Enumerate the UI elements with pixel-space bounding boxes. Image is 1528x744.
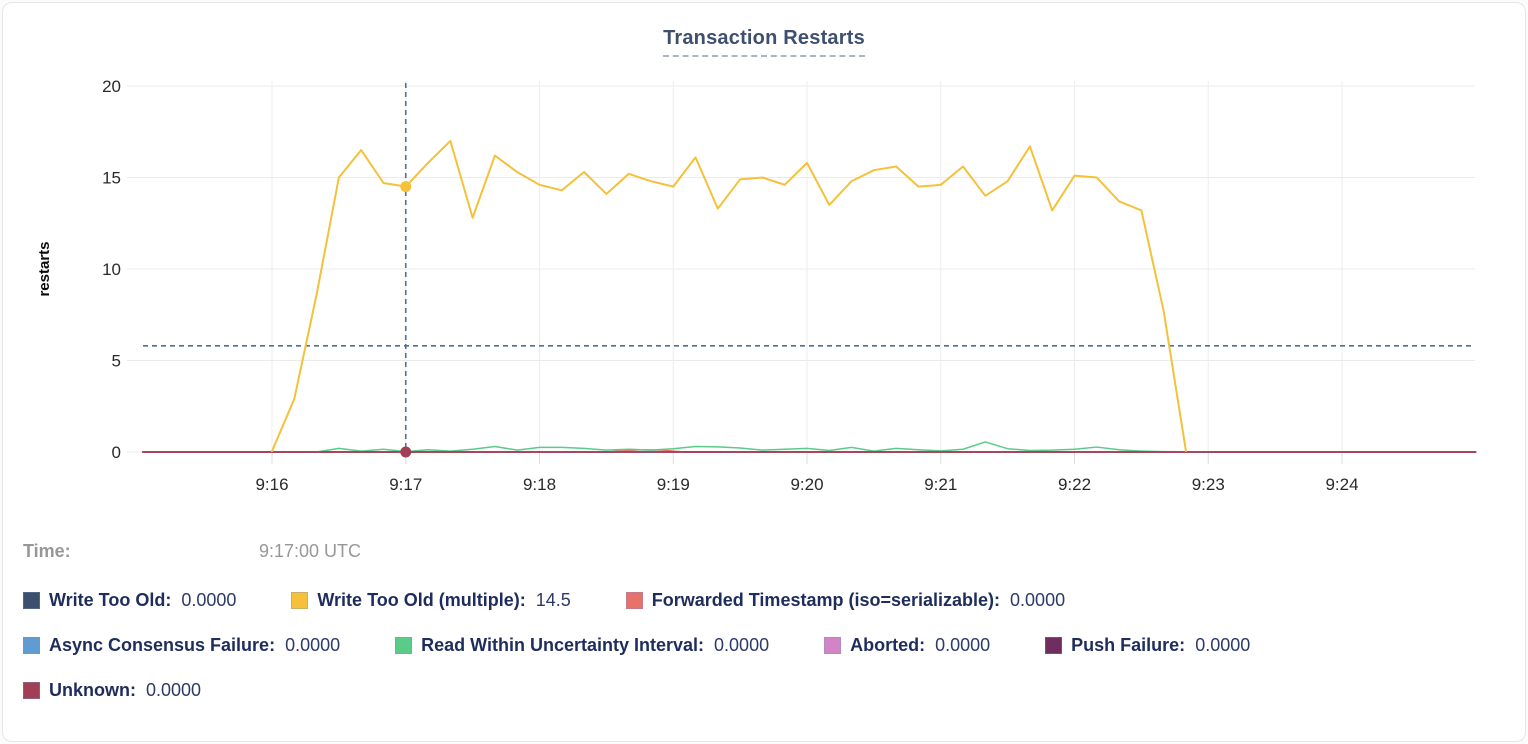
- hover-point-unknown: [400, 446, 412, 458]
- legend-item: Push Failure: 0.0000: [1045, 634, 1250, 656]
- legend-value: 0.0000: [181, 590, 237, 610]
- x-tick-label: 9:21: [924, 475, 957, 494]
- legend-label: Unknown:: [49, 680, 136, 700]
- y-tick-label: 15: [102, 169, 121, 188]
- hover-point-write-too-old-multiple-: [400, 181, 412, 193]
- legend-swatch: [291, 591, 309, 609]
- x-tick-label: 9:16: [255, 475, 288, 494]
- legend-row: Write Too Old: 0.0000 Write Too Old (multi…: [23, 589, 1511, 611]
- legend-swatch: [395, 636, 413, 654]
- chart-title-wrap: Transaction Restarts: [3, 27, 1525, 57]
- y-tick-label: 0: [112, 443, 121, 462]
- series-line-write-too-old-multiple-: [271, 139, 1187, 453]
- legend-value: 0.0000: [1195, 635, 1251, 655]
- x-tick-label: 9:23: [1192, 475, 1225, 494]
- series-line-read-within-uncertainty-interval: [315, 441, 1209, 453]
- legend-value: 14.5: [535, 590, 571, 610]
- time-label: Time:: [23, 541, 71, 561]
- chart-title[interactable]: Transaction Restarts: [663, 27, 865, 57]
- legend-label: Push Failure:: [1071, 635, 1186, 655]
- x-tick-label: 9:24: [1325, 475, 1358, 494]
- legend-label: Forwarded Timestamp (iso=serializable):: [651, 590, 1001, 610]
- legend-swatch: [1045, 636, 1063, 654]
- legend-item: Write Too Old (multiple): 14.5: [291, 589, 571, 611]
- legend-item: Write Too Old: 0.0000: [23, 589, 236, 611]
- x-tick-label: 9:17: [389, 475, 422, 494]
- hover-time-row: Time: 9:17:00 UTC: [23, 541, 361, 562]
- legend-label: Async Consensus Failure:: [49, 635, 276, 655]
- legend-value: 0.0000: [714, 635, 770, 655]
- legend-item: Forwarded Timestamp (iso=serializable): 0…: [625, 589, 1066, 611]
- chart-legend: Write Too Old: 0.0000 Write Too Old (multi…: [23, 589, 1511, 701]
- transaction-restarts-chart[interactable]: 0 5 10 15 20 9:16 9:17 9:18 9:19 9:20 9:21 9:22 9:23…: [3, 3, 1528, 523]
- legend-value: 0.0000: [935, 635, 991, 655]
- legend-label: Write Too Old (multiple):: [317, 590, 526, 610]
- x-tick-label: 9:19: [657, 475, 690, 494]
- y-tick-label: 5: [112, 352, 121, 371]
- time-value: 9:17:00 UTC: [259, 541, 362, 561]
- legend-item: Async Consensus Failure: 0.0000: [23, 634, 340, 656]
- legend-swatch: [23, 591, 40, 609]
- legend-label: Read Within Uncertainty Interval:: [421, 635, 705, 655]
- x-tick-label: 9:20: [790, 475, 823, 494]
- legend-swatch: [824, 636, 842, 654]
- legend-item: Aborted: 0.0000: [824, 634, 990, 656]
- legend-swatch: [23, 636, 40, 654]
- legend-value: 0.0000: [285, 635, 341, 655]
- legend-row: Async Consensus Failure: 0.0000 Read Withi…: [23, 634, 1511, 656]
- legend-value: 0.0000: [1010, 590, 1066, 610]
- legend-label: Aborted:: [850, 635, 926, 655]
- y-tick-label: 20: [102, 77, 121, 96]
- x-tick-label: 9:18: [523, 475, 556, 494]
- legend-value: 0.0000: [146, 680, 202, 700]
- legend-label: Write Too Old:: [49, 590, 172, 610]
- legend-item: Read Within Uncertainty Interval: 0.0000: [395, 634, 769, 656]
- legend-swatch: [625, 591, 643, 609]
- y-axis-title: restarts: [36, 241, 53, 296]
- legend-item: Unknown: 0.0000: [23, 679, 201, 701]
- x-tick-label: 9:22: [1058, 475, 1091, 494]
- y-tick-label: 10: [102, 260, 121, 279]
- legend-swatch: [23, 681, 40, 699]
- legend-row: Unknown: 0.0000: [23, 679, 1511, 701]
